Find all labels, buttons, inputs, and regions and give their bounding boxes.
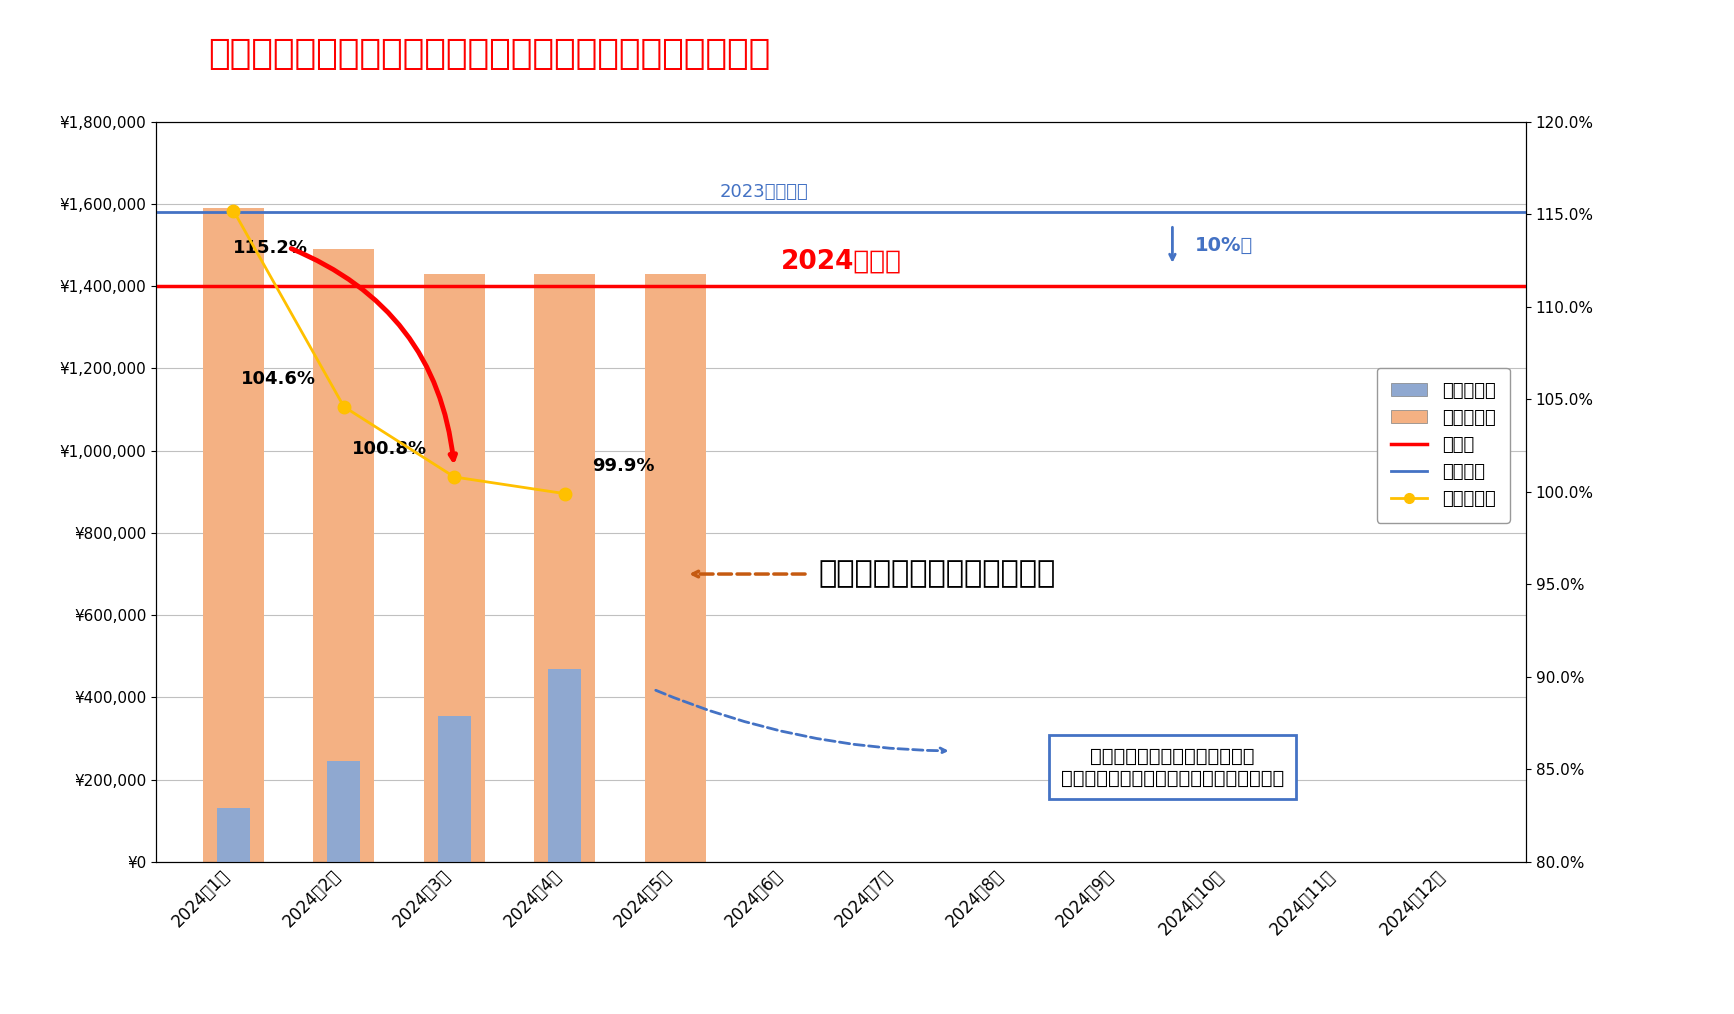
Text: 予算の何パーセントを使うことになるのか、予測します。: 予算の何パーセントを使うことになるのか、予測します。 — [208, 37, 770, 71]
Bar — [534, 274, 595, 862]
Text: 104.6%: 104.6% — [241, 370, 316, 388]
予算消化率 — [224, 205, 244, 217]
Bar — [314, 249, 375, 862]
Text: 今月までにいくら使ったのか、
今月の予測額を含めた実績を表示します。: 今月までにいくら使ったのか、 今月の予測額を含めた実績を表示します。 — [1061, 747, 1285, 788]
Text: 2023年出費額: 2023年出費額 — [720, 183, 808, 201]
Text: 10%減: 10%減 — [1195, 235, 1252, 255]
Bar — [423, 274, 486, 862]
前年支出 — [224, 206, 244, 218]
Text: 今年の出費額を予測します。: 今年の出費額を予測します。 — [818, 560, 1056, 588]
前年支出 — [333, 206, 354, 218]
予算消化率 — [333, 401, 354, 413]
Text: 2024年予算: 2024年予算 — [780, 248, 902, 275]
Bar — [437, 716, 472, 862]
Line: 予算消化率: 予算消化率 — [227, 204, 570, 500]
Bar — [548, 668, 581, 862]
年予算 — [333, 280, 354, 292]
Text: 115.2%: 115.2% — [234, 238, 309, 257]
年予算 — [224, 280, 244, 292]
Text: 100.8%: 100.8% — [352, 440, 427, 458]
Legend: 月出費予測, 年総計予測, 年予算, 前年支出, 予算消化率: 月出費予測, 年総計予測, 年予算, 前年支出, 予算消化率 — [1377, 368, 1510, 522]
Bar — [217, 808, 250, 862]
Bar — [328, 762, 361, 862]
予算消化率 — [555, 488, 576, 500]
Bar — [203, 208, 264, 862]
Text: 99.9%: 99.9% — [593, 457, 655, 476]
Bar — [645, 274, 706, 862]
予算消化率 — [444, 470, 465, 483]
